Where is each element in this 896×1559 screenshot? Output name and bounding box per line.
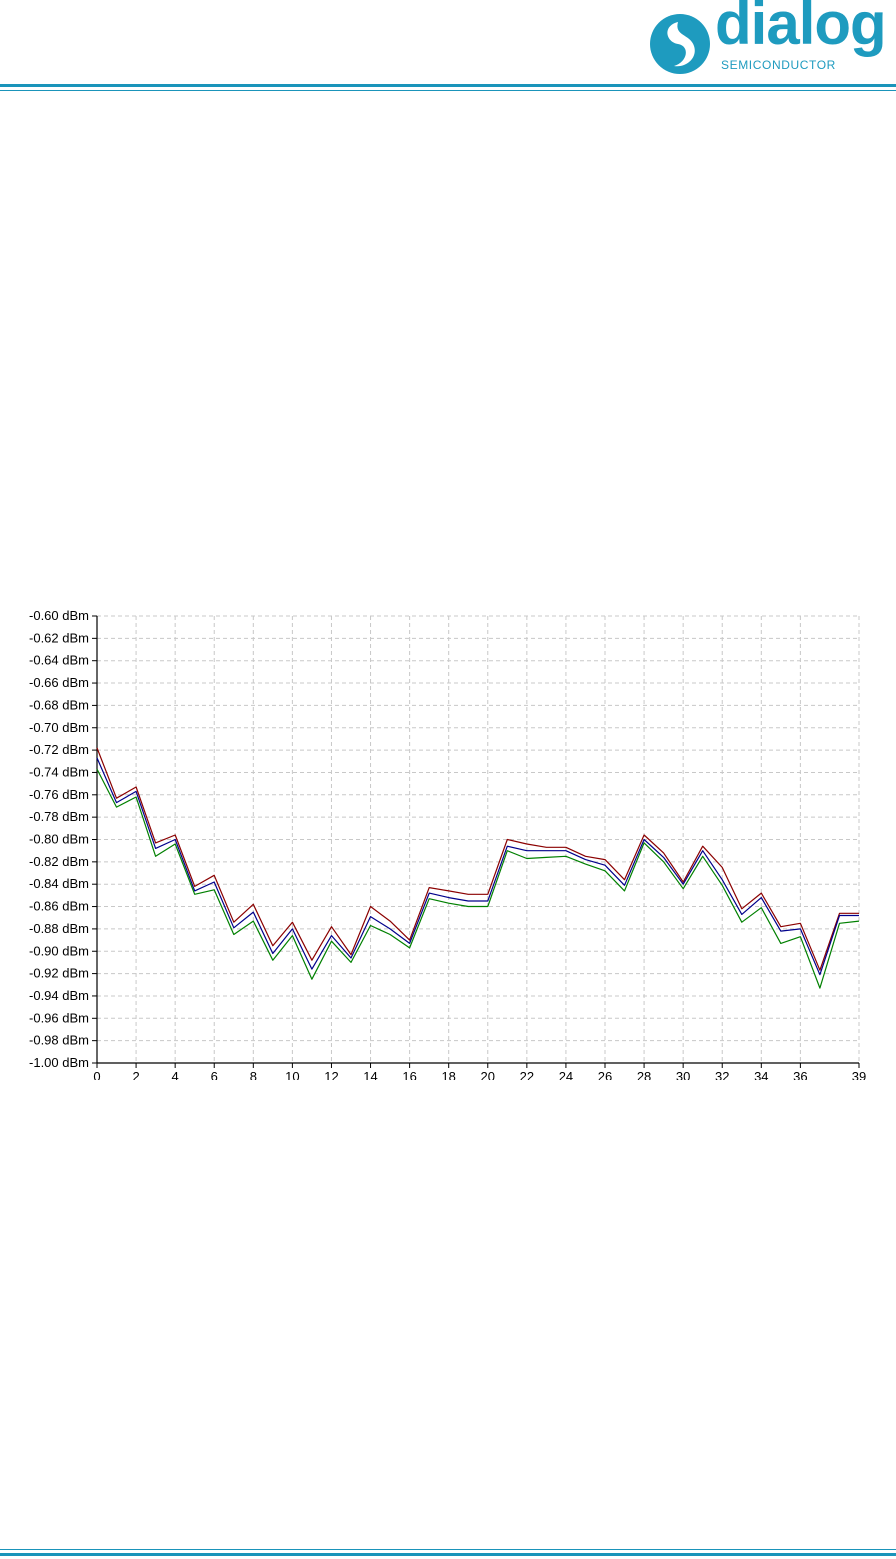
footer-rule-thin (0, 1549, 896, 1550)
chart-grid (96, 615, 860, 1064)
x-tick-label: 16 (402, 1069, 416, 1080)
y-tick-label: -0.68 dBm (29, 697, 89, 712)
y-axis-ticks: -0.60 dBm -0.62 dBm -0.64 dBm -0.66 dBm -0.6… (29, 608, 97, 1070)
x-tick-label: 6 (211, 1069, 218, 1080)
y-tick-label: -0.82 dBm (29, 854, 89, 869)
series-line-2 (96, 757, 859, 976)
x-tick-label: 12 (324, 1069, 338, 1080)
y-tick-label: -0.88 dBm (29, 921, 89, 936)
y-tick-label: -0.62 dBm (29, 630, 89, 645)
x-tick-label: 24 (559, 1069, 573, 1080)
x-axis-ticks: 0 2 4 6 8 10 12 14 16 18 20 22 24 26 28 30 32 34 36 39 (93, 1063, 866, 1080)
chart-series (96, 747, 860, 989)
x-tick-label: 0 (93, 1069, 100, 1080)
y-tick-label: -0.92 dBm (29, 966, 89, 981)
x-tick-label: 2 (132, 1069, 139, 1080)
y-tick-label: -0.64 dBm (29, 653, 89, 668)
x-tick-label: 28 (637, 1069, 651, 1080)
header-rule-thin (0, 90, 896, 91)
y-tick-label: -0.72 dBm (29, 742, 89, 757)
x-tick-label: 8 (250, 1069, 257, 1080)
x-tick-label: 10 (285, 1069, 299, 1080)
y-tick-label: -0.70 dBm (29, 720, 89, 735)
x-tick-label: 30 (676, 1069, 690, 1080)
x-tick-label: 26 (598, 1069, 612, 1080)
x-tick-label: 39 (852, 1069, 866, 1080)
chart-axes (96, 616, 859, 1064)
x-tick-label: 4 (172, 1069, 179, 1080)
dialog-logo: dialog SEMICONDUCTOR (648, 0, 896, 82)
series-line-1 (96, 747, 859, 971)
y-tick-label: -0.74 dBm (29, 764, 89, 779)
power-line-chart: -0.60 dBm -0.62 dBm -0.64 dBm -0.66 dBm -0.6… (29, 608, 866, 1080)
y-tick-label: -0.94 dBm (29, 988, 89, 1003)
x-tick-label: 32 (715, 1069, 729, 1080)
y-tick-label: -0.84 dBm (29, 876, 89, 891)
x-tick-label: 18 (441, 1069, 455, 1080)
logo-wordmark: dialog (715, 0, 887, 57)
y-tick-label: -0.78 dBm (29, 809, 89, 824)
y-tick-label: -0.98 dBm (29, 1033, 89, 1048)
y-tick-label: -0.76 dBm (29, 787, 89, 802)
logo-subtext: SEMICONDUCTOR (721, 58, 836, 72)
x-tick-label: 36 (793, 1069, 807, 1080)
y-tick-label: -0.60 dBm (29, 608, 89, 623)
x-tick-label: 14 (363, 1069, 377, 1080)
x-tick-label: 22 (520, 1069, 534, 1080)
y-tick-label: -0.80 dBm (29, 832, 89, 847)
x-tick-label: 20 (481, 1069, 495, 1080)
dialog-logo-mark-icon (650, 14, 710, 74)
y-tick-label: -0.86 dBm (29, 899, 89, 914)
y-tick-label: -0.90 dBm (29, 943, 89, 958)
x-tick-label: 34 (754, 1069, 768, 1080)
y-tick-label: -0.96 dBm (29, 1010, 89, 1025)
series-line-3 (96, 768, 860, 989)
y-tick-label: -1.00 dBm (29, 1055, 89, 1070)
footer-rule-thick (0, 1553, 896, 1556)
header-rule-thick (0, 84, 896, 87)
y-tick-label: -0.66 dBm (29, 675, 89, 690)
